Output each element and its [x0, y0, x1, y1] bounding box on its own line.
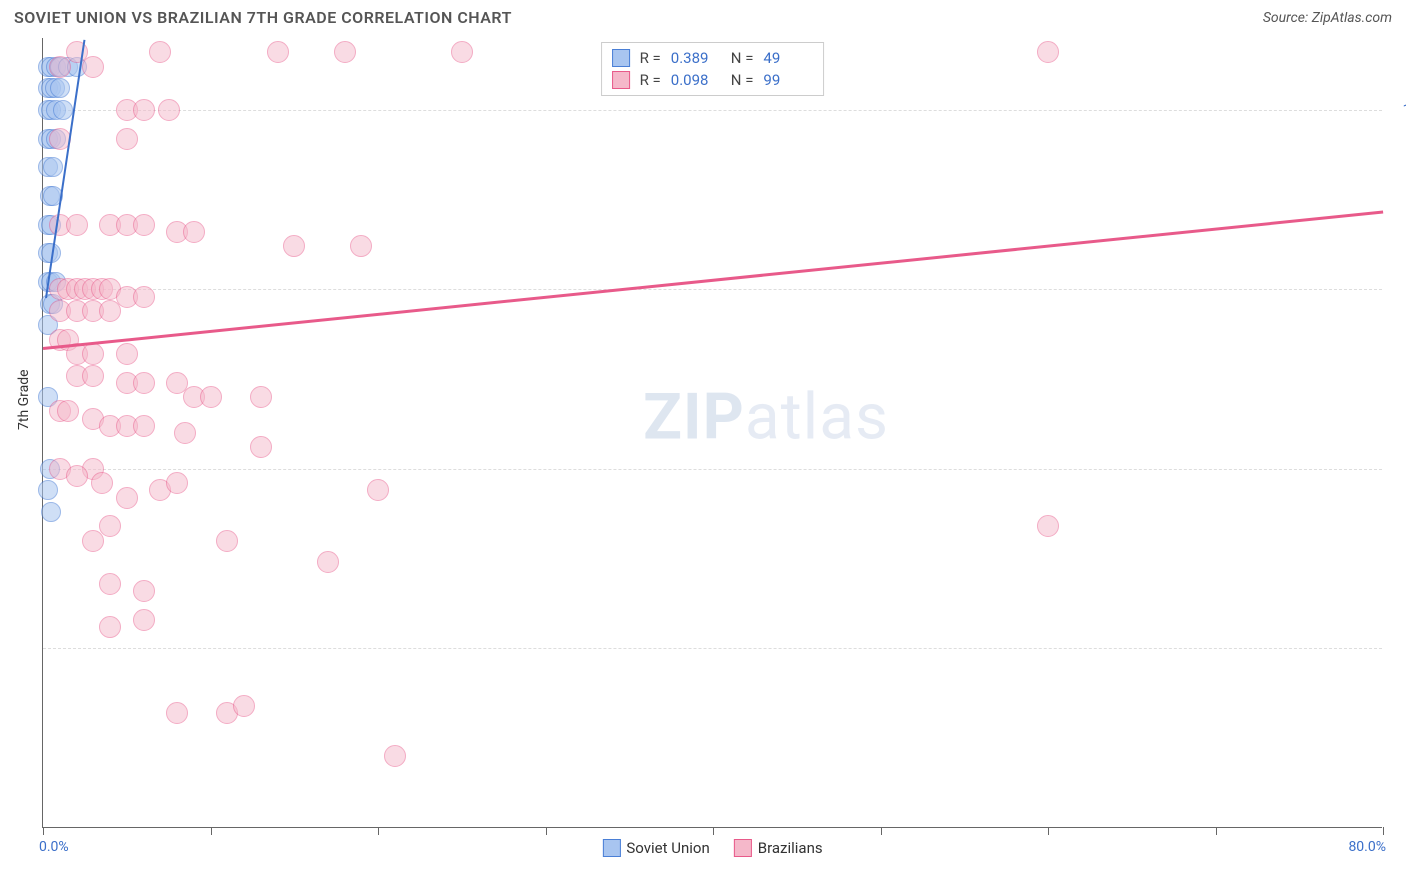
scatter-point [183, 221, 205, 243]
scatter-point [38, 480, 58, 500]
scatter-point [66, 214, 88, 236]
x-tick [211, 827, 212, 835]
scatter-point [43, 157, 63, 177]
scatter-point [384, 745, 406, 767]
swatch-brazil [612, 71, 630, 89]
scatter-point [99, 573, 121, 595]
scatter-point [66, 465, 88, 487]
r-label: R = [640, 49, 661, 67]
chart-title: SOVIET UNION VS BRAZILIAN 7TH GRADE CORR… [14, 8, 512, 27]
scatter-point [451, 41, 473, 63]
x-tick [713, 827, 714, 835]
n-label: N = [731, 49, 754, 67]
gridline [43, 289, 1382, 290]
scatter-point [82, 56, 104, 78]
n-value-brazil: 99 [763, 71, 813, 89]
scatter-point [116, 487, 138, 509]
scatter-point [133, 372, 155, 394]
scatter-point [41, 502, 61, 522]
scatter-point [216, 530, 238, 552]
watermark: ZIPatlas [643, 379, 889, 454]
n-value-soviet: 49 [763, 49, 813, 67]
scatter-point [233, 695, 255, 717]
scatter-point [200, 386, 222, 408]
x-tick [43, 827, 44, 835]
scatter-point [149, 41, 171, 63]
scatter-point [267, 41, 289, 63]
scatter-point [250, 386, 272, 408]
scatter-point [133, 99, 155, 121]
scatter-point [367, 479, 389, 501]
scatter-point [50, 78, 70, 98]
legend-item-soviet: Soviet Union [602, 839, 709, 857]
scatter-point [317, 551, 339, 573]
bottom-legend: Soviet Union Brazilians [602, 839, 822, 857]
gridline [43, 469, 1382, 470]
scatter-point [334, 41, 356, 63]
x-tick [378, 827, 379, 835]
scatter-point [49, 56, 71, 78]
scatter-point [166, 702, 188, 724]
legend-item-brazil: Brazilians [734, 839, 823, 857]
scatter-point [53, 100, 73, 120]
scatter-point [57, 400, 79, 422]
x-tick [1048, 827, 1049, 835]
scatter-point [116, 128, 138, 150]
y-tick-label: 97.5% [1388, 281, 1406, 297]
r-value-brazil: 0.098 [671, 71, 721, 89]
scatter-point [1037, 41, 1059, 63]
scatter-point [99, 300, 121, 322]
scatter-point [174, 422, 196, 444]
scatter-point [166, 472, 188, 494]
x-tick [881, 827, 882, 835]
legend-label-brazil: Brazilians [758, 839, 823, 857]
scatter-point [116, 343, 138, 365]
scatter-point [350, 235, 372, 257]
scatter-point [283, 235, 305, 257]
gridline [43, 648, 1382, 649]
x-tick-end: 80.0% [1348, 839, 1386, 855]
scatter-point [91, 472, 113, 494]
y-axis-label: 7th Grade [16, 369, 32, 430]
n-label: N = [731, 71, 754, 89]
x-tick [546, 827, 547, 835]
scatter-point [1037, 515, 1059, 537]
scatter-point [82, 343, 104, 365]
r-value-soviet: 0.389 [671, 49, 721, 67]
chart-header: SOVIET UNION VS BRAZILIAN 7TH GRADE CORR… [0, 0, 1406, 31]
scatter-point [82, 365, 104, 387]
scatter-point [99, 515, 121, 537]
scatter-point [158, 99, 180, 121]
gridline [43, 110, 1382, 111]
scatter-point [133, 286, 155, 308]
x-tick-start: 0.0% [39, 839, 69, 855]
x-tick [1383, 827, 1384, 835]
scatter-point [133, 415, 155, 437]
legend-label-soviet: Soviet Union [626, 839, 709, 857]
y-tick-label: 100.0% [1388, 102, 1406, 118]
stats-row-brazil: R = 0.098 N = 99 [612, 69, 814, 91]
chart-source: Source: ZipAtlas.com [1263, 10, 1392, 26]
r-label: R = [640, 71, 661, 89]
scatter-point [250, 436, 272, 458]
trend-line [43, 210, 1383, 349]
scatter-point [133, 609, 155, 631]
scatter-point [133, 580, 155, 602]
scatter-point [133, 214, 155, 236]
stats-box: R = 0.389 N = 49 R = 0.098 N = 99 [601, 42, 825, 96]
legend-swatch-soviet [602, 839, 620, 857]
chart-plot-area: ZIPatlas R = 0.389 N = 49 R = 0.098 N = … [42, 38, 1382, 828]
legend-swatch-brazil [734, 839, 752, 857]
y-tick-label: 95.0% [1388, 461, 1406, 477]
x-tick [1216, 827, 1217, 835]
y-tick-label: 92.5% [1388, 640, 1406, 656]
stats-row-soviet: R = 0.389 N = 49 [612, 47, 814, 69]
swatch-soviet [612, 49, 630, 67]
scatter-point [99, 616, 121, 638]
